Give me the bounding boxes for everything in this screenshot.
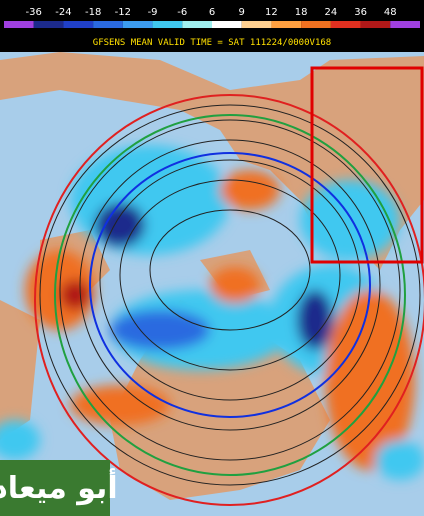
colorbar-swatch [122,21,153,28]
colorbar-swatch [93,21,123,28]
colorbar-label: 36 [354,7,367,18]
colorbar-swatch [4,21,34,28]
colorbar-swatch [271,21,302,28]
map-title: GFSENS MEAN VALID TIME = SAT 111224/0000… [93,38,331,48]
contour-red [34,94,424,506]
colorbar-label: -24 [55,7,71,18]
colorbar-label: 48 [384,7,397,18]
contour-green [54,114,406,476]
colorbar-swatch [152,21,183,28]
highlight-box [310,66,424,264]
colorbar-swatch [301,21,331,28]
colorbar-swatch [212,21,242,28]
anomalies [0,145,424,480]
colorbar-swatch [360,21,391,28]
colorbar-swatch [182,21,212,28]
colorbar-swatch [63,21,94,28]
colorbar-swatch [241,21,272,28]
colorbar-label: 12 [265,7,278,18]
colorbar-label: 24 [324,7,337,18]
watermark: أبو ميعاد [0,468,118,506]
colorbar: -36 -24 -18 -12 -9 -6 6 9 12 18 24 36 48 [4,7,420,28]
colorbar-label: -6 [177,7,187,18]
colorbar-label: -36 [26,7,42,18]
colorbar-swatch [330,21,361,28]
colorbar-label: 18 [295,7,308,18]
colorbar-label: -12 [115,7,131,18]
colorbar-label: 6 [209,7,215,18]
watermark-bg [0,460,110,516]
colorbar-label: 9 [239,7,245,18]
contours [39,104,421,486]
contour-blue [89,152,371,418]
colorbar-swatch [33,21,64,28]
colorbar-swatch [390,21,420,28]
map [0,52,424,516]
colorbar-label: -9 [148,7,158,18]
colorbar-label: -18 [85,7,101,18]
